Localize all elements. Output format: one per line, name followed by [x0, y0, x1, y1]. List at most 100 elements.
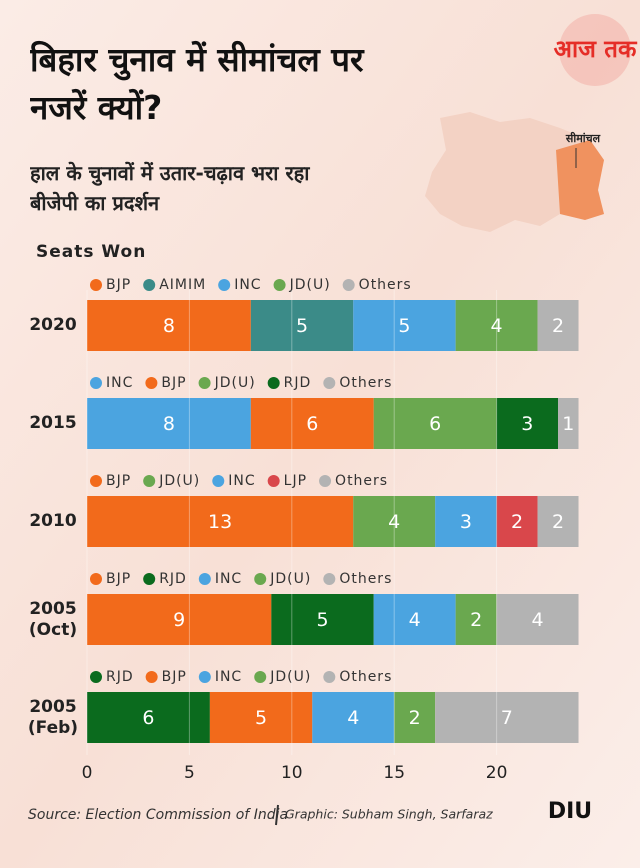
- category-label: 2015: [29, 413, 77, 433]
- category-label: 2010: [29, 511, 77, 531]
- legend-dot: [273, 279, 286, 291]
- category-label: 2005 (Feb): [27, 696, 79, 738]
- axis-label: Seats Won: [36, 242, 146, 262]
- value-label: 13: [208, 511, 232, 533]
- category-label: 2020: [29, 315, 77, 335]
- value-label: 6: [429, 413, 441, 435]
- legend-label: LJP: [284, 473, 307, 489]
- legend-label: Others: [335, 473, 388, 489]
- value-label: 9: [173, 609, 185, 631]
- bar-segment: [496, 496, 538, 547]
- credit: Graphic: Subham Singh, Sarfaraz: [285, 807, 493, 822]
- legend-label: INC: [234, 277, 261, 293]
- legend-dot: [218, 279, 231, 291]
- title-box: बिहार चुनाव में सीमांचल पर नजरें क्यों?: [30, 40, 364, 127]
- legend-label: BJP: [162, 669, 187, 685]
- legend-dot: [145, 671, 158, 683]
- legend-dot: [198, 573, 211, 585]
- source: Source: Election Commission of India: [28, 807, 288, 823]
- value-label: 5: [255, 707, 267, 729]
- value-label: 2: [511, 511, 523, 533]
- value-label: 2: [470, 609, 482, 631]
- x-tick-label: 20: [486, 763, 508, 783]
- legend-dot: [254, 573, 267, 585]
- value-label: 5: [296, 315, 308, 337]
- value-label: 4: [347, 707, 359, 729]
- bar-segment: [455, 300, 538, 351]
- legend-dot: [145, 377, 158, 389]
- value-label: 5: [398, 315, 410, 337]
- legend-label: RJD: [284, 375, 312, 391]
- value-label: 5: [316, 609, 328, 631]
- legend-dot: [212, 475, 225, 487]
- legend-label: JD(U): [269, 669, 311, 685]
- bar-segment: [87, 594, 272, 645]
- value-label: 4: [491, 315, 503, 337]
- legend-label: Others: [339, 669, 392, 685]
- chart-title: बिहार चुनाव में सीमांचल पर नजरें क्यों?: [30, 40, 364, 127]
- value-label: 7: [501, 707, 513, 729]
- logo: आज तक: [554, 35, 638, 63]
- map-label: सीमांचल: [565, 131, 601, 145]
- legend-dot: [267, 377, 280, 389]
- legend-dot: [267, 475, 280, 487]
- x-tick-label: 15: [383, 763, 405, 783]
- bar-segment: [558, 398, 579, 449]
- subtitle: हाल के चुनावों में उतार-चढ़ाव भरा रहा बी…: [30, 161, 310, 215]
- bar-segment: [87, 692, 210, 743]
- legend-dot: [198, 377, 211, 389]
- bar-segment: [496, 594, 579, 645]
- map-highlight: [556, 140, 604, 220]
- legend-label: JD(U): [289, 277, 331, 293]
- legend-label: INC: [228, 473, 255, 489]
- bar-segment: [394, 692, 436, 743]
- legend-dot: [90, 671, 102, 683]
- legend-dot: [90, 475, 102, 487]
- unit-logo: DIU: [548, 799, 592, 824]
- bar-segment: [455, 594, 497, 645]
- value-label: 6: [306, 413, 318, 435]
- value-label: 2: [409, 707, 421, 729]
- bar-segment: [537, 496, 579, 547]
- value-label: 3: [521, 413, 533, 435]
- legend-label: INC: [106, 375, 133, 391]
- legend-dot: [90, 279, 102, 291]
- legend-label: Others: [339, 375, 392, 391]
- legend-label: RJD: [106, 669, 134, 685]
- legend-dot: [198, 671, 211, 683]
- value-label: 4: [409, 609, 421, 631]
- bar-segment: [87, 398, 251, 449]
- category-label: 2005 (Oct): [28, 598, 78, 640]
- value-label: 8: [163, 413, 175, 435]
- subtitle-box: हाल के चुनावों में उतार-चढ़ाव भरा रहा बी…: [30, 161, 310, 215]
- legend-label: BJP: [106, 473, 131, 489]
- legend-dot: [90, 573, 102, 585]
- logo-halo: [559, 14, 631, 86]
- x-tick-label: 0: [82, 763, 93, 783]
- bar-segment: [373, 398, 497, 449]
- bar-segment: [496, 398, 559, 449]
- legend-label: JD(U): [214, 375, 256, 391]
- legend-dot: [323, 671, 336, 683]
- bar-segment: [312, 692, 395, 743]
- legend-label: AIMIM: [159, 277, 206, 293]
- legend-label: BJP: [161, 375, 186, 391]
- legend-label: JD(U): [269, 571, 311, 587]
- value-label: 3: [460, 511, 472, 533]
- legend-dot: [323, 377, 336, 389]
- bar-segment: [373, 594, 456, 645]
- legend-dot: [143, 475, 156, 487]
- legend-label: BJP: [106, 277, 131, 293]
- value-label: 2: [552, 315, 564, 337]
- legend-label: INC: [215, 669, 242, 685]
- x-tick-label: 5: [184, 763, 195, 783]
- bar-segment: [209, 692, 313, 743]
- bar-segment: [250, 398, 374, 449]
- bar-segment: [353, 300, 456, 351]
- bar-segment: [353, 496, 436, 547]
- legend-label: INC: [215, 571, 242, 587]
- legend-dot: [143, 279, 156, 291]
- separator: [275, 804, 279, 826]
